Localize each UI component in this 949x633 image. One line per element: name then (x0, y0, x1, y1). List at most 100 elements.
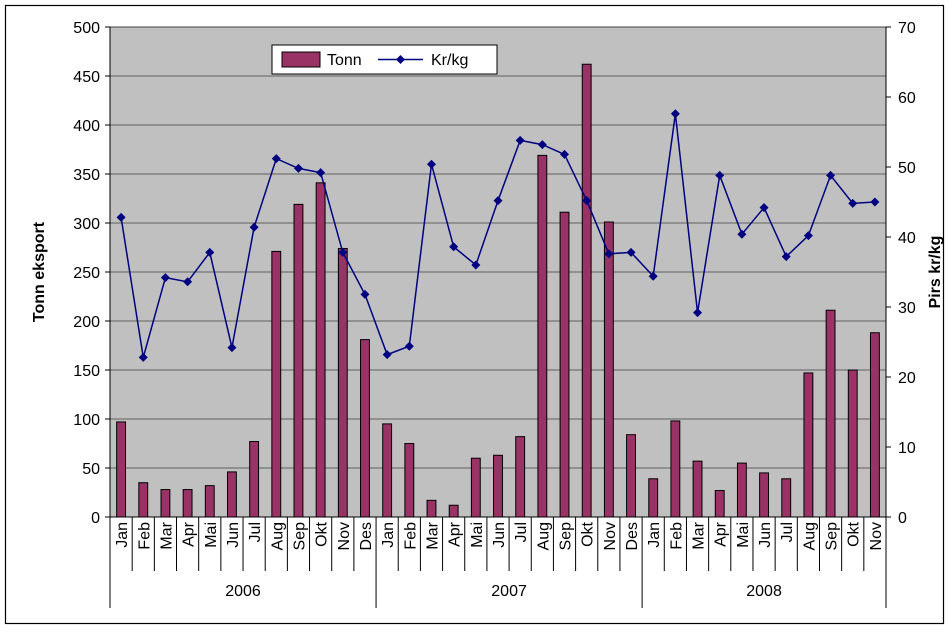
x-tick-label: Jul (513, 522, 530, 542)
bar (470, 457, 481, 518)
line-point (293, 163, 303, 173)
line-point (316, 168, 326, 178)
bar (448, 504, 459, 518)
bar (227, 471, 237, 518)
line-point (870, 197, 880, 207)
x-tick-label: Jan (380, 522, 397, 548)
x-tick-label: Okt (580, 521, 597, 546)
line-point (183, 277, 193, 287)
x-tick-label: Mai (469, 522, 486, 548)
bar (116, 421, 127, 518)
y2-tick-label: 10 (898, 440, 916, 457)
x-tick-label: Mar (691, 521, 708, 549)
x-tick-label: Nov (602, 522, 619, 550)
bar (759, 472, 769, 518)
bar (559, 211, 570, 518)
line-point (471, 260, 481, 270)
y-tick-label: 500 (73, 20, 100, 37)
bar (670, 420, 681, 518)
y2-tick-label: 0 (898, 510, 907, 527)
line-point (426, 159, 436, 169)
x-tick-label: Jun (491, 522, 508, 548)
y-tick-label: 200 (73, 314, 100, 331)
bar (736, 462, 747, 518)
bar (138, 482, 149, 518)
y2-tick-label: 40 (898, 230, 916, 247)
x-tick-label: Sep (824, 522, 841, 551)
line-point (781, 252, 791, 262)
y-axis-label: Tonn eksport (31, 221, 48, 322)
line-point (360, 289, 370, 299)
line-point (582, 196, 592, 206)
line-point (449, 242, 459, 252)
legend-label-tonn: Tonn (327, 52, 362, 69)
line-point (670, 109, 680, 119)
axes-layer: 0 50 100 150 200 250 300 350 400 450 500 0 10 20 30 40 5… (73, 20, 916, 608)
bar (825, 309, 836, 518)
x-tick-label: Jun (225, 522, 242, 548)
x-tick-label: Okt (846, 521, 863, 546)
x-tick-label: Apr (447, 521, 464, 547)
line-point (205, 247, 215, 257)
bar (603, 221, 614, 518)
bar (204, 485, 215, 518)
line-point (404, 341, 414, 351)
line-point (515, 135, 525, 145)
line-point (537, 140, 547, 150)
line-point (604, 249, 614, 259)
x-tick-label: Apr (713, 521, 730, 547)
line-point (560, 149, 570, 159)
bar (493, 454, 503, 518)
x-tick-label: Mai (735, 522, 752, 548)
bar (781, 478, 792, 518)
y2-tick-label: 20 (898, 370, 916, 387)
grid-layer (110, 26, 886, 469)
y-tick-label: 0 (91, 510, 100, 527)
line-point (160, 273, 170, 283)
line-point (648, 271, 658, 281)
bar (315, 182, 326, 518)
x-tick-label: Aug (269, 522, 286, 550)
x-tick-label: Mai (203, 522, 220, 548)
bar (648, 478, 659, 518)
x-tick-label: Des (358, 522, 375, 550)
bar (847, 369, 858, 518)
line-point (493, 196, 503, 206)
line-point (249, 222, 259, 232)
bar (360, 339, 370, 518)
line-point (848, 198, 858, 208)
x-tick-label: Jul (779, 522, 796, 542)
x-tick-label: Sep (558, 522, 575, 551)
bar (692, 460, 703, 518)
line-point (759, 203, 769, 213)
x-tick-label: Feb (136, 522, 153, 550)
group-label: 2007 (491, 583, 527, 600)
x-tick-label: Jun (757, 522, 774, 548)
line-point (626, 247, 636, 257)
line-layer (116, 109, 880, 362)
bar (337, 247, 348, 518)
line-point (382, 350, 392, 360)
legend: Tonn Kr/kg (271, 44, 498, 75)
x-tick-label: Aug (801, 522, 818, 550)
x-tick-label: Mar (158, 521, 175, 549)
x-tick-label: Feb (402, 522, 419, 550)
x-tick-label: Mar (424, 521, 441, 549)
group-label: 2006 (225, 583, 261, 600)
bar (293, 203, 304, 518)
line-point (227, 343, 237, 353)
y2-tick-label: 60 (898, 90, 916, 107)
line-point (338, 247, 348, 257)
x-tick-label: Jan (114, 522, 131, 548)
x-tick-label: Jul (247, 522, 264, 542)
line-point (116, 212, 126, 222)
line-point (715, 170, 725, 180)
bar (404, 443, 415, 518)
y-tick-label: 350 (73, 167, 100, 184)
y2-axis-label: Pirs kr/kg (927, 236, 944, 309)
bar (537, 154, 548, 518)
legend-marker-krkg (396, 55, 405, 64)
y-tick-label: 400 (73, 118, 100, 135)
